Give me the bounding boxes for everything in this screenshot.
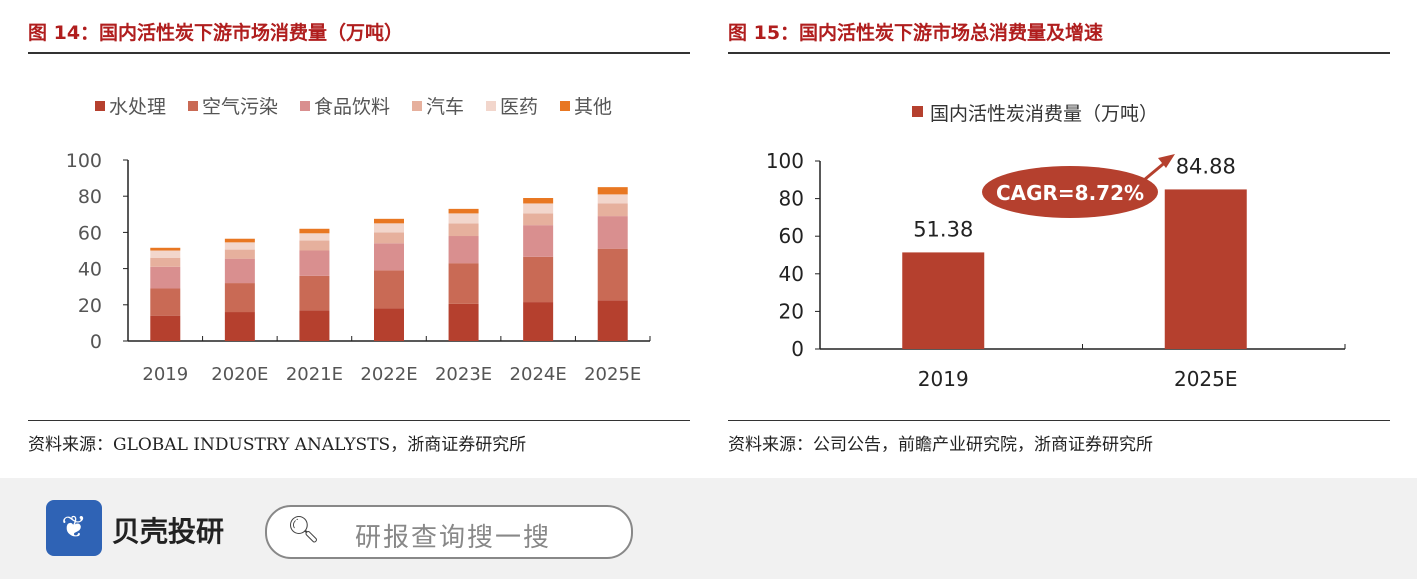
bar: [902, 252, 985, 349]
bar-segment: [597, 248, 628, 301]
x-tick-label: 2024E: [510, 364, 567, 385]
bar-segment: [224, 238, 255, 243]
x-tick-label: 2025E: [584, 364, 641, 385]
data-label: 51.38: [913, 217, 973, 241]
bar-segment: [523, 213, 554, 226]
bar-segment: [374, 232, 404, 244]
right-chart-title: 图 15：国内活性炭下游市场总消费量及增速: [728, 22, 1104, 44]
legend-swatch: [486, 101, 496, 111]
x-tick-label: 2019: [918, 367, 969, 391]
bar-segment: [597, 300, 628, 341]
y-tick-label: 20: [78, 295, 102, 317]
x-tick-label: 2019: [142, 364, 188, 385]
bar-segment: [597, 187, 628, 195]
bar-segment: [448, 236, 479, 264]
x-tick-label: 2022E: [360, 364, 417, 385]
bar-segment: [448, 213, 479, 224]
bar-segment: [150, 247, 181, 251]
bar-segment: [150, 266, 181, 289]
legend-label: 食品饮料: [314, 96, 390, 118]
bar-segment: [597, 216, 628, 249]
left-chart-title: 图 14：国内活性炭下游市场消费量（万吨）: [28, 22, 404, 44]
legend-swatch: [300, 101, 310, 111]
annotation-text: CAGR=8.72%: [996, 181, 1144, 205]
legend-swatch: [188, 101, 198, 111]
brand-name[interactable]: 贝壳投研: [112, 515, 225, 548]
left-source: 资料来源：GLOBAL INDUSTRY ANALYSTS，浙商证券研究所: [28, 435, 527, 455]
bar-segment: [150, 288, 181, 316]
bar: [1164, 189, 1247, 349]
bar-segment: [523, 225, 554, 257]
bar-segment: [224, 242, 255, 250]
bar-segment: [299, 250, 330, 276]
y-tick-label: 40: [78, 259, 102, 281]
annotation-oval: [982, 166, 1158, 218]
shell-logo-icon[interactable]: ❦: [46, 500, 102, 556]
bar-segment: [224, 258, 255, 284]
annotation-arrowhead: [1158, 154, 1175, 168]
bar-segment: [224, 249, 255, 259]
bar-segment: [597, 203, 628, 217]
legend-label: 医药: [500, 96, 538, 118]
bar-segment: [299, 233, 330, 241]
y-tick-label: 60: [78, 222, 102, 244]
search-icon: 🔍︎: [287, 515, 321, 545]
bar-segment: [299, 275, 330, 311]
y-tick-label: 100: [66, 150, 102, 172]
y-tick-label: 80: [779, 187, 804, 211]
bar-segment: [299, 240, 330, 251]
legend-swatch: [95, 101, 105, 111]
search-placeholder: 研报查询搜一搜: [355, 523, 552, 553]
bar-segment: [299, 310, 330, 341]
legend-label: 国内活性炭消费量（万吨）: [930, 103, 1158, 125]
bar-segment: [374, 308, 404, 341]
bar-segment: [374, 270, 404, 309]
bar-segment: [150, 250, 181, 258]
y-tick-label: 80: [78, 186, 102, 208]
x-tick-label: 2020E: [211, 364, 268, 385]
legend-swatch: [912, 106, 923, 117]
bar-segment: [374, 218, 404, 224]
bar-segment: [523, 256, 554, 303]
bar-segment: [150, 257, 181, 267]
bar-segment: [224, 283, 255, 313]
bar-segment: [374, 243, 404, 271]
y-tick-label: 0: [90, 331, 102, 353]
bar-segment: [448, 303, 479, 341]
y-tick-label: 100: [766, 149, 804, 173]
divider: [28, 52, 690, 54]
y-tick-label: 60: [779, 224, 804, 248]
x-tick-label: 2023E: [435, 364, 492, 385]
search-input[interactable]: 🔍︎ 研报查询搜一搜: [265, 505, 633, 559]
y-tick-label: 20: [779, 299, 804, 323]
legend-swatch: [412, 101, 422, 111]
bar-segment: [448, 263, 479, 304]
bar-segment: [448, 208, 479, 214]
bar-segment: [597, 194, 628, 204]
legend-label: 其他: [574, 96, 612, 118]
bar-segment: [224, 312, 255, 341]
bar-segment: [299, 228, 330, 234]
divider: [28, 420, 690, 421]
bar-segment: [523, 198, 554, 204]
y-tick-label: 0: [791, 337, 804, 361]
divider: [728, 52, 1390, 54]
bar-segment: [150, 315, 181, 341]
charts: 0 20 40 60 80 100 2019 2020E 2021E 2022E 2023E 2024…: [66, 96, 1346, 391]
y-tick-label: 40: [779, 262, 804, 286]
bar-segment: [523, 203, 554, 214]
x-tick-label: 2025E: [1174, 367, 1238, 391]
legend-label: 水处理: [109, 96, 166, 118]
right-source: 资料来源：公司公告，前瞻产业研究院，浙商证券研究所: [728, 435, 1153, 455]
footer-bar: ❦ 贝壳投研 🔍︎ 研报查询搜一搜: [0, 478, 1417, 579]
legend-swatch: [560, 101, 570, 111]
bar-segment: [523, 302, 554, 341]
bar-segment: [374, 223, 404, 233]
legend-label: 汽车: [426, 96, 464, 118]
divider: [728, 420, 1390, 421]
data-label: 84.88: [1176, 154, 1236, 178]
legend-label: 空气污染: [202, 96, 278, 118]
x-tick-label: 2021E: [286, 364, 343, 385]
bar-segment: [448, 223, 479, 237]
